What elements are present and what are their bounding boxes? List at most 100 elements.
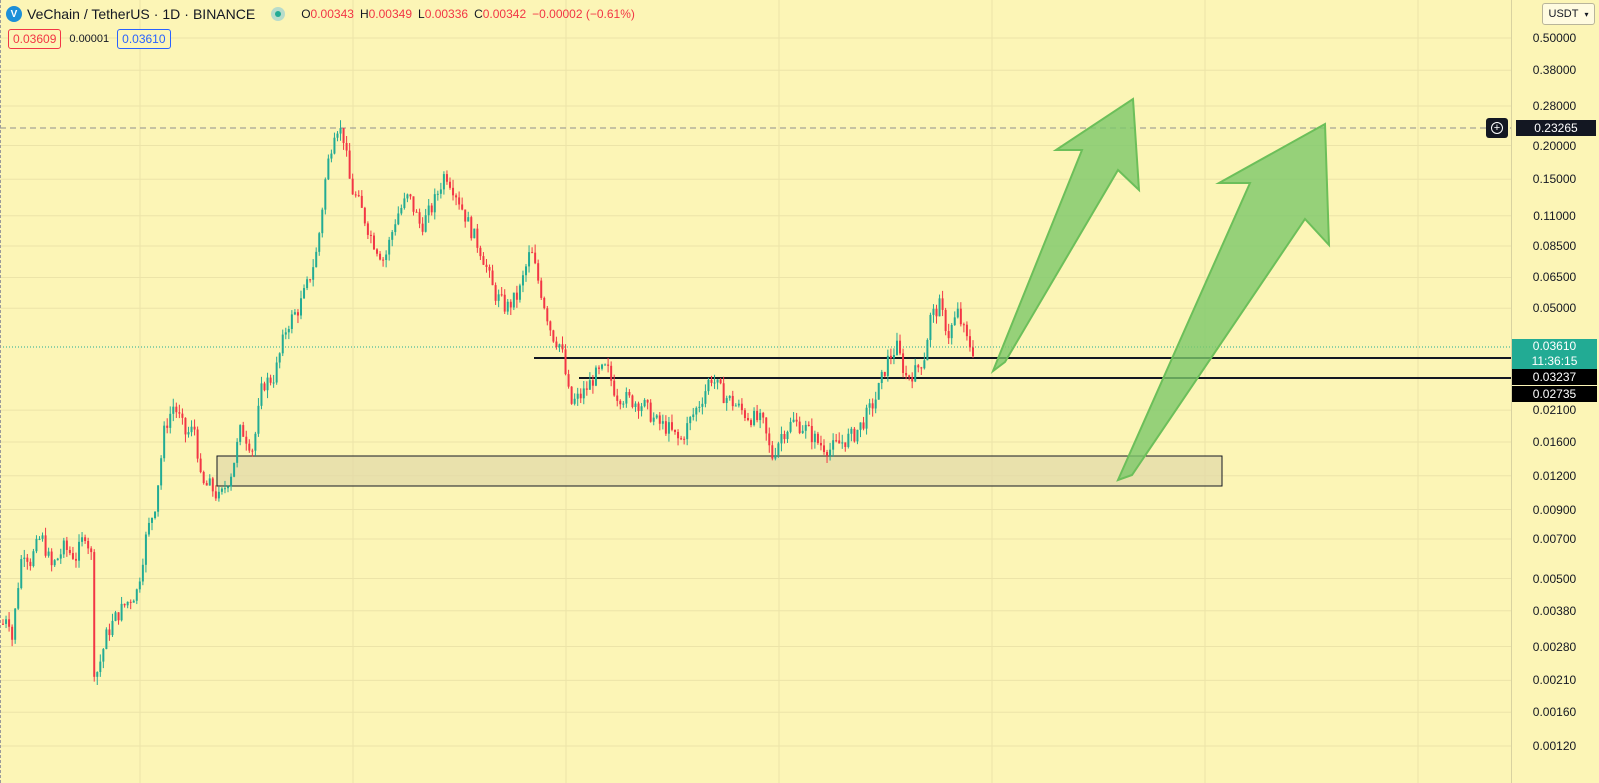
candle-body [32, 551, 35, 567]
candle-body [257, 405, 260, 434]
add-alert-button[interactable]: + [1486, 118, 1508, 138]
candle-body [725, 398, 728, 404]
candle-body [275, 362, 278, 383]
candle-body [628, 391, 631, 396]
candle-body [968, 336, 971, 348]
candle-body [534, 252, 537, 264]
candle-body [388, 239, 391, 255]
candle-body [619, 400, 622, 405]
current-price-tag: 0.03610 11:36:15 [1512, 339, 1597, 371]
support-zone-rectangle[interactable] [216, 455, 1223, 487]
candle-body [23, 557, 26, 560]
candle-body [427, 205, 430, 216]
candle-body [555, 341, 558, 347]
ohlc-open: O0.00343 [301, 7, 354, 21]
candle-body [762, 412, 765, 418]
candle-body [394, 224, 397, 233]
candle-body [838, 440, 841, 444]
candle-body [813, 433, 816, 443]
symbol-title[interactable]: VeChain / TetherUS [27, 6, 150, 22]
candle-body [874, 399, 877, 409]
candle-body [90, 548, 93, 553]
candle-body [470, 217, 473, 239]
price-scale[interactable]: USDT ▾ 0.50000 0.38000 0.28000 0.20000 0.150… [1511, 0, 1599, 783]
candle-body [713, 382, 716, 384]
candle-body [35, 538, 38, 552]
resistance-price-tag-lower: 0.02735 [1512, 386, 1597, 402]
bullish-arrow-drawing-1[interactable] [990, 97, 1141, 374]
candle-body [293, 312, 296, 315]
candle-body [829, 449, 832, 456]
candle-body [65, 540, 68, 550]
candle-body [363, 207, 366, 224]
candle-body [473, 228, 476, 239]
candle-body [452, 187, 455, 196]
chart-pane[interactable]: V VeChain / TetherUS · 1D · BINANCE O0.0… [0, 0, 1511, 783]
price-tick-label: 0.06500 [1532, 270, 1577, 285]
candle-body [640, 406, 643, 412]
candle-body [607, 364, 610, 366]
candle-body [689, 417, 692, 424]
candle-body [588, 380, 591, 390]
candle-body [962, 324, 965, 326]
candle-body [564, 349, 567, 375]
candle-body [743, 410, 746, 419]
candle-body [312, 267, 315, 280]
candle-body [947, 331, 950, 339]
candle-body [674, 429, 677, 432]
candle-body [38, 538, 41, 540]
interval-label[interactable]: 1D [162, 6, 181, 22]
candle-body [135, 589, 138, 601]
candle-body [309, 279, 312, 281]
candle-body [795, 419, 798, 422]
candle-body [47, 551, 50, 556]
sell-price-button[interactable]: 0.03609 [8, 29, 62, 49]
candle-body [217, 491, 220, 499]
candle-body [695, 407, 698, 415]
candle-body [883, 371, 886, 376]
candle-body [908, 375, 911, 378]
market-status-icon[interactable] [271, 7, 286, 21]
chart-canvas[interactable] [0, 0, 1511, 783]
candle-body [269, 377, 272, 383]
candle-body [132, 600, 135, 603]
candle-body [150, 517, 153, 523]
candle-body [661, 421, 664, 424]
bullish-arrow-drawing-2[interactable] [1116, 122, 1331, 482]
candle-body [637, 403, 640, 412]
buy-price-button[interactable]: 0.03610 [117, 29, 171, 49]
candle-body [543, 297, 546, 309]
candle-body [163, 425, 166, 459]
candle-body [844, 442, 847, 447]
candlestick-series [2, 120, 974, 685]
currency-label: USDT [1548, 8, 1579, 20]
candle-body [859, 422, 862, 430]
candle-body [476, 228, 479, 248]
candle-body [914, 365, 917, 382]
candle-body [439, 189, 442, 194]
candle-body [11, 626, 14, 640]
candle-body [686, 423, 689, 440]
candle-body [205, 483, 208, 486]
candle-body [96, 672, 99, 677]
candle-body [14, 608, 17, 640]
candle-body [774, 455, 777, 459]
candle-body [44, 535, 47, 556]
candle-body [227, 486, 230, 489]
candle-body [190, 426, 193, 433]
candle-body [87, 541, 90, 549]
candle-body [552, 330, 555, 342]
candle-body [214, 491, 217, 499]
candle-body [604, 364, 607, 366]
candle-body [385, 254, 388, 261]
candle-body [780, 434, 783, 444]
currency-selector[interactable]: USDT ▾ [1542, 3, 1595, 25]
spread-value: 0.00001 [69, 33, 110, 45]
candle-body [339, 128, 342, 134]
candle-body [81, 537, 84, 542]
candle-body [263, 383, 266, 391]
candle-body [515, 292, 518, 300]
candle-body [917, 365, 920, 368]
candle-body [664, 421, 667, 434]
candle-body [266, 377, 269, 391]
